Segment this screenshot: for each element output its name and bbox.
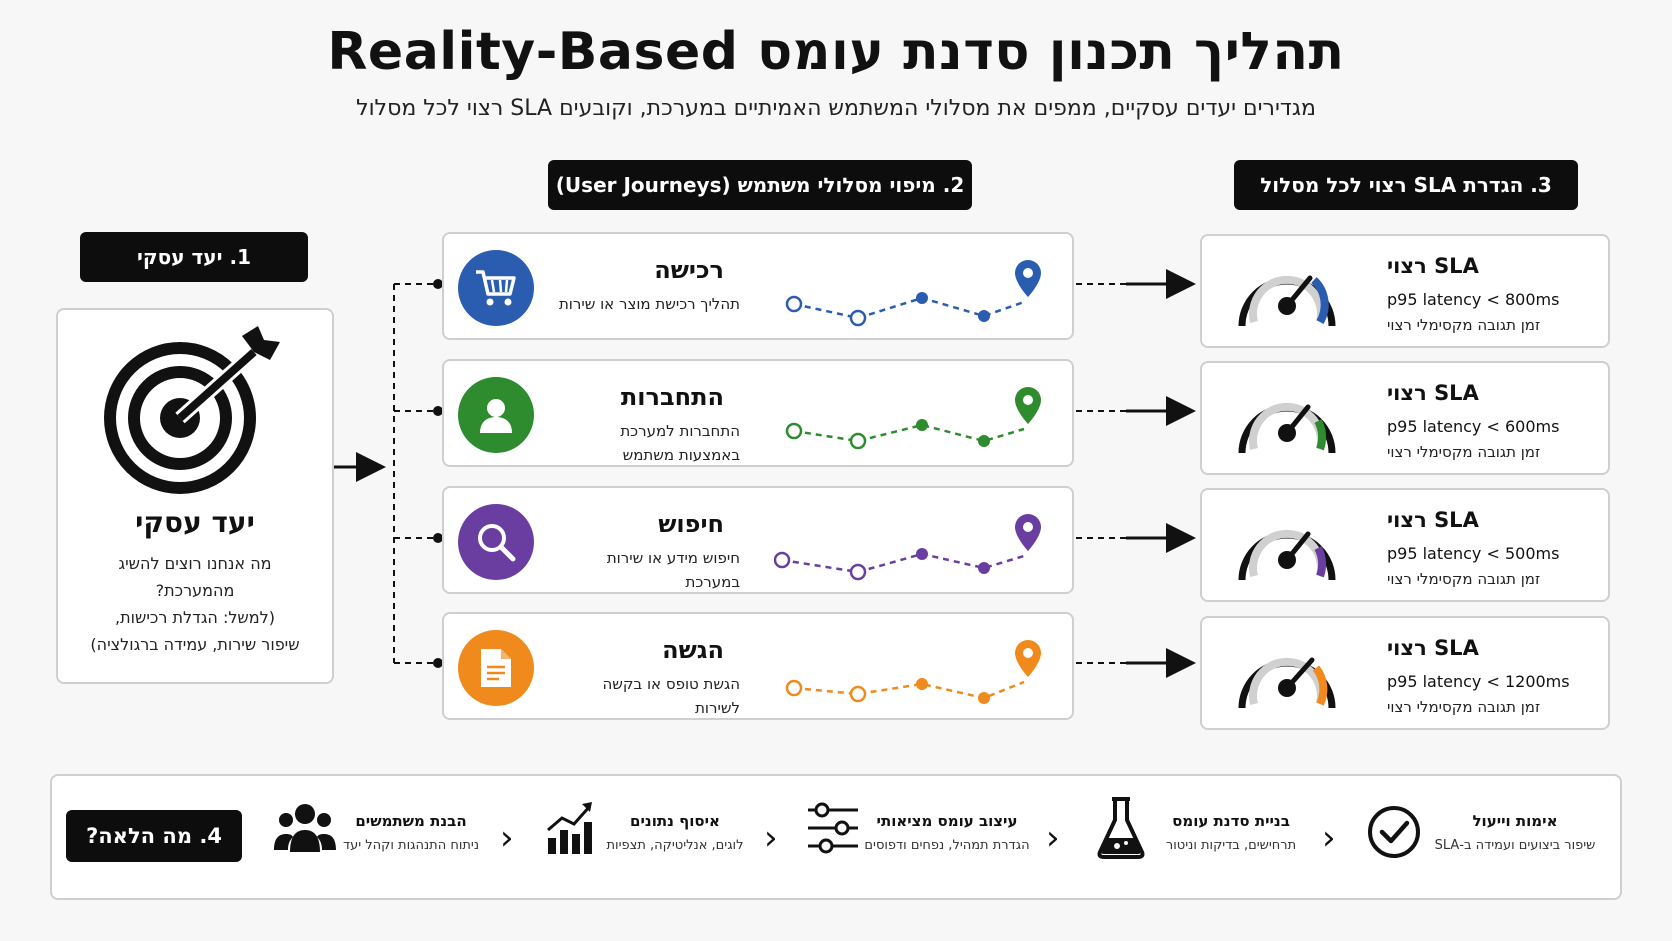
users-icon <box>274 804 336 852</box>
sla-card-search: SLA רצוי p95 latency < 500ms זמן תגובה מ… <box>1200 488 1610 602</box>
target-icon <box>104 326 280 494</box>
journey-desc-line: חיפוש מידע או שירות <box>606 549 740 567</box>
journey-description: חיפוש מידע או שירות במערכת <box>544 546 740 594</box>
journey-path-search <box>774 514 1041 581</box>
page-subtitle: מגדירים יעדים עסקיים, ממפים את מסלולי המ… <box>356 96 1316 121</box>
journey-description: תהליך רכישת מוצר או שירות <box>544 292 740 316</box>
sla-title: SLA רצוי <box>1387 254 1479 278</box>
journey-title: רכישה <box>654 256 724 284</box>
step-build-workshop: בניית סדנת עומס תרחישים, בדיקות וניטור <box>1136 812 1326 853</box>
sla-card-login: SLA רצוי p95 latency < 600ms זמן תגובה מ… <box>1200 361 1610 475</box>
sla-description: זמן תגובה מקסימלי רצוי <box>1387 443 1541 461</box>
goal-section-label: 1. יעד עסקי <box>80 232 308 282</box>
chevron-right-icon: › <box>764 818 778 858</box>
journey-path-purchase <box>785 260 1041 327</box>
goal-desc-line: מה אנחנו רוצים להשיג <box>118 554 272 573</box>
journey-card-submit: הגשה הגשת טופס או בקשה לשירות <box>442 612 1074 720</box>
gauge-icon <box>1238 657 1336 709</box>
sla-description: זמן תגובה מקסימלי רצוי <box>1387 698 1541 716</box>
step-validate-optimize: אימות וייעול שיפור ביצועים ועמידה ב-SLA <box>1420 812 1610 853</box>
chevron-right-icon: › <box>500 818 514 858</box>
gauge-icon <box>1238 275 1336 327</box>
sla-arrows <box>1076 269 1196 678</box>
journey-title: התחברות <box>620 383 724 411</box>
journey-card-search: חיפוש חיפוש מידע או שירות במערכת <box>442 486 1074 594</box>
sla-metric: p95 latency < 600ms <box>1387 417 1560 436</box>
journey-desc-line: באמצעות משתמש <box>622 446 740 464</box>
next-section-label: 4. מה הלאה? <box>66 810 242 862</box>
chart-up-icon <box>547 802 592 854</box>
journey-path-login <box>785 387 1041 450</box>
gauge-icon <box>1238 402 1336 454</box>
step-description: ניתוח התנהגות וקהל יעד <box>342 838 480 853</box>
step-description: לוגים, אנליטיקה, תצפיות <box>606 838 744 853</box>
journey-desc-line: התחברות למערכת <box>620 422 740 440</box>
step-title: הבנת משתמשים <box>355 812 467 830</box>
cart-icon <box>458 250 534 326</box>
sla-title: SLA רצוי <box>1387 381 1479 405</box>
journey-title: חיפוש <box>658 510 724 538</box>
goal-desc-line: מהמערכת? <box>155 581 235 600</box>
journey-description: התחברות למערכת באמצעות משתמש <box>544 419 740 467</box>
journey-desc-line: תהליך רכישת מוצר או שירות <box>558 295 740 313</box>
step-title: עיצוב עומס מציאותי <box>876 812 1018 830</box>
goal-desc-line: שיפור שירות, עמידה ברגולציה) <box>90 635 300 654</box>
flask-icon <box>1097 797 1145 859</box>
journey-title: הגשה <box>662 636 724 664</box>
document-icon <box>458 630 534 706</box>
journey-description: הגשת טופס או בקשה לשירות <box>544 672 740 720</box>
sla-title: SLA רצוי <box>1387 508 1479 532</box>
step-design-load: עיצוב עומס מציאותי הגדרת תמהיל, נפחים וד… <box>852 812 1042 853</box>
goal-card: יעד עסקי מה אנחנו רוצים להשיג מהמערכת? (… <box>56 308 334 684</box>
sla-metric: p95 latency < 800ms <box>1387 290 1560 309</box>
step-description: תרחישים, בדיקות וניטור <box>1165 838 1297 853</box>
page-title: תהליך תכנון סדנת עומס Reality-Based <box>327 22 1345 82</box>
journey-path-submit <box>785 640 1041 704</box>
sla-title: SLA רצוי <box>1387 636 1479 660</box>
journey-card-login: התחברות התחברות למערכת באמצעות משתמש <box>442 359 1074 467</box>
step-title: אימות וייעול <box>1472 812 1558 830</box>
sla-card-purchase: SLA רצוי p95 latency < 800ms זמן תגובה מ… <box>1200 234 1610 348</box>
step-title: איסוף נתונים <box>630 812 720 830</box>
step-title: בניית סדנת עומס <box>1172 812 1290 830</box>
journey-card-purchase: רכישה תהליך רכישת מוצר או שירות <box>442 232 1074 340</box>
sla-section-label: 3. הגדרת SLA רצוי לכל מסלול <box>1234 160 1578 210</box>
user-icon <box>458 377 534 453</box>
gauge-icon <box>1238 529 1336 581</box>
journey-desc-line: לשירות <box>695 699 740 717</box>
journey-branches <box>394 279 443 668</box>
sla-metric: p95 latency < 500ms <box>1387 544 1560 563</box>
step-description: שיפור ביצועים ועמידה ב-SLA <box>1434 838 1596 853</box>
search-icon <box>458 504 534 580</box>
sla-description: זמן תגובה מקסימלי רצוי <box>1387 316 1541 334</box>
goal-heading: יעד עסקי <box>135 506 255 539</box>
step-description: הגדרת תמהיל, נפחים ודפוסים <box>864 838 1030 853</box>
goal-desc-line: (למשל: הגדלת רכישות, <box>115 608 275 627</box>
check-circle-icon <box>1368 806 1420 858</box>
sliders-icon <box>808 802 858 854</box>
chevron-right-icon: › <box>1322 818 1336 858</box>
sla-card-submit: SLA רצוי p95 latency < 1200ms זמן תגובה … <box>1200 616 1610 730</box>
sla-metric: p95 latency < 1200ms <box>1387 672 1570 691</box>
journey-desc-line: הגשת טופס או בקשה <box>602 675 740 693</box>
sla-description: זמן תגובה מקסימלי רצוי <box>1387 570 1541 588</box>
step-collect-data: איסוף נתונים לוגים, אנליטיקה, תצפיות <box>580 812 770 853</box>
journeys-section-label: 2. מיפוי מסלולי משתמש (User Journeys) <box>548 160 972 210</box>
journey-desc-line: במערכת <box>685 573 740 591</box>
chevron-right-icon: › <box>1046 818 1060 858</box>
step-understand-users: הבנת משתמשים ניתוח התנהגות וקהל יעד <box>316 812 506 853</box>
goal-description: מה אנחנו רוצים להשיג מהמערכת? (למשל: הגד… <box>58 550 332 658</box>
